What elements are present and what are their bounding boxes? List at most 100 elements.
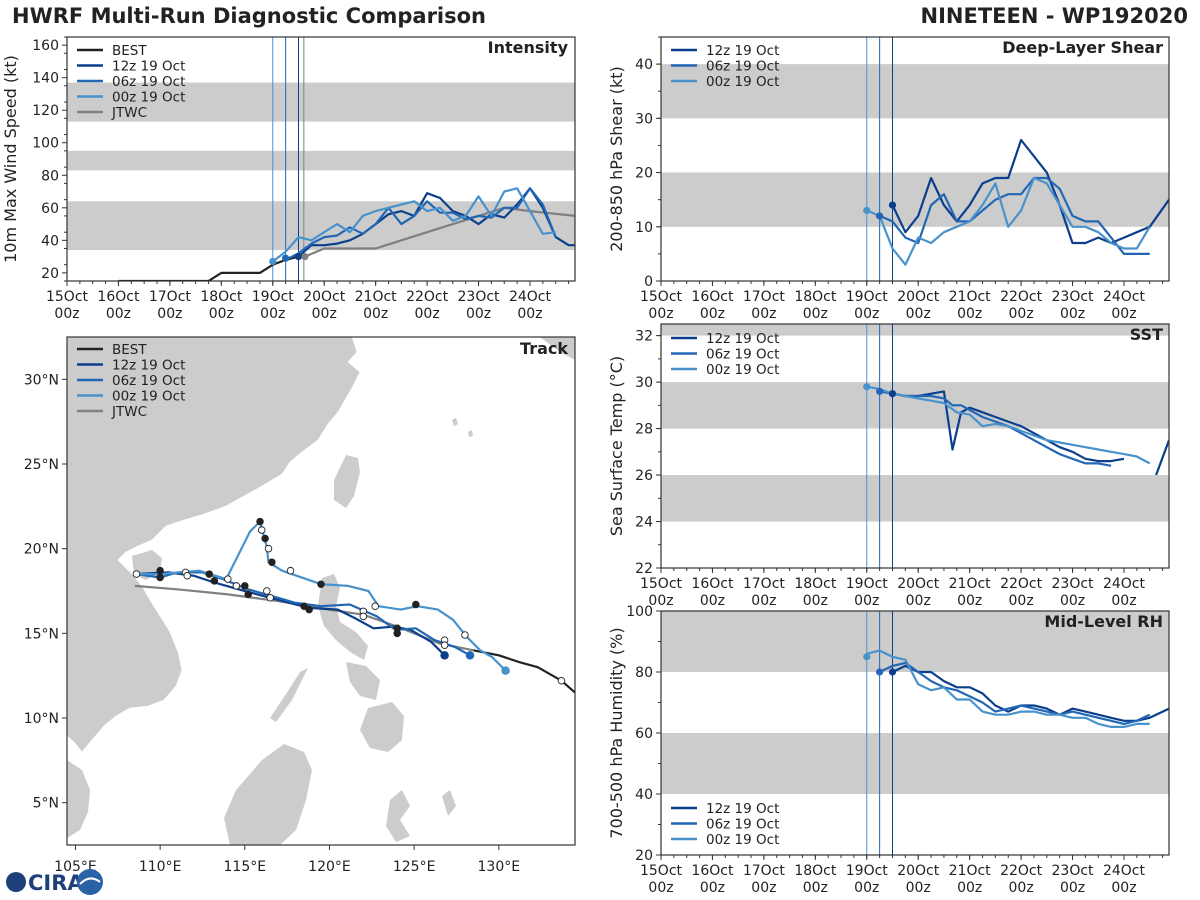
track-xtick-label-4: 125°E <box>393 859 436 875</box>
track-series-4 <box>136 520 507 672</box>
shear-legend-label-0: 12z 19 Oct <box>706 43 779 59</box>
rh-frame <box>660 610 1170 856</box>
track-point-33 <box>465 651 475 660</box>
track-point-16 <box>224 575 232 583</box>
sst-xtick-date-1: 16Oct <box>691 576 734 592</box>
figure-title-right: NINETEEN - WP192020 <box>920 4 1188 28</box>
rh-xtick-date-6: 21Oct <box>949 863 992 879</box>
land-masses <box>67 337 575 845</box>
shear-xtick-hour-2: 00z <box>751 306 776 322</box>
track-point-15 <box>210 577 219 585</box>
track-point-25 <box>359 612 368 621</box>
sst-ytick-label-28: 28 <box>635 422 653 438</box>
intensity-ytick-label-60: 60 <box>41 201 59 217</box>
intensity-ytick-label-120: 120 <box>32 103 59 119</box>
rh-panel: 2040608010015Oct00z16Oct00z17Oct00z18Oct… <box>607 604 1170 896</box>
logo-globe-left <box>6 872 26 892</box>
rh-xtick-date-3: 18Oct <box>794 863 837 879</box>
sst-init-lines <box>866 324 893 568</box>
sst-frame <box>660 323 1170 569</box>
sst-ytick-label-24: 24 <box>635 515 653 531</box>
sst-xtick-date-5: 20Oct <box>897 576 940 592</box>
land-palawan <box>270 668 308 722</box>
rh-series-0 <box>892 664 1169 722</box>
intensity-legend-label-1: 12z 19 Oct <box>112 59 185 75</box>
sst-series-1 <box>1155 439 1169 476</box>
intensity-marker-2 <box>294 253 303 261</box>
intensity-xtick-hour-8: 00z <box>466 306 491 322</box>
rh-series <box>863 649 1169 729</box>
rh-xtick-hour-1: 00z <box>700 880 725 896</box>
intensity-ytick-label-100: 100 <box>32 136 59 152</box>
intensity-ylabel: 10m Max Wind Speed (kt) <box>1 55 20 263</box>
shear-xtick-hour-0: 00z <box>648 306 673 322</box>
intensity-xtick-date-4: 19Oct <box>252 289 295 305</box>
track-points <box>132 517 566 685</box>
intensity-panel: 2040608010012014016015Oct00z16Oct00z17Oc… <box>1 36 576 322</box>
intensity-legend-label-2: 06z 19 Oct <box>112 74 185 90</box>
shear-legend-label-1: 06z 19 Oct <box>706 59 779 75</box>
intensity-xtick-hour-5: 00z <box>312 306 337 322</box>
sst-legend-label-1: 06z 19 Oct <box>706 347 779 363</box>
shear-panel: 01020304015Oct00z16Oct00z17Oct00z18Oct00… <box>607 36 1170 322</box>
shear-xtick-date-9: 24Oct <box>1103 289 1146 305</box>
track-point-14 <box>205 570 213 578</box>
sst-series-2 <box>879 390 1112 467</box>
rh-xtick-hour-8: 00z <box>1060 880 1085 896</box>
intensity-xtick-hour-7: 00z <box>415 306 440 322</box>
shear-xtick-hour-9: 00z <box>1111 306 1136 322</box>
shear-xtick-hour-6: 00z <box>957 306 982 322</box>
rh-xtick-date-2: 17Oct <box>743 863 786 879</box>
rh-series-1 <box>879 661 1151 726</box>
sst-xtick-date-2: 17Oct <box>743 576 786 592</box>
shear-xtick-date-1: 16Oct <box>691 289 734 305</box>
track-point-7 <box>371 602 379 610</box>
intensity-series <box>118 187 575 281</box>
sst-marker-0 <box>863 383 871 391</box>
intensity-xtick-date-8: 23Oct <box>458 289 501 305</box>
track-point-2 <box>261 534 269 543</box>
intensity-marker-0 <box>269 257 277 266</box>
logo-swirl <box>79 877 101 885</box>
shear-ytick-label-0: 0 <box>644 274 653 290</box>
track-point-29 <box>440 641 449 649</box>
track-legend-label-2: 06z 19 Oct <box>112 373 185 389</box>
intensity-xtick-hour-4: 00z <box>260 306 285 322</box>
track-point-3 <box>264 544 273 553</box>
land-luzon <box>318 574 368 660</box>
intensity-ytick-label-40: 40 <box>41 233 59 249</box>
rh-xtick-date-4: 19Oct <box>846 863 889 879</box>
rh-xtick-date-0: 15Oct <box>640 863 683 879</box>
intensity-legend-label-0: BEST <box>112 43 147 59</box>
rh-title: Mid-Level RH <box>1044 612 1163 631</box>
shear-xtick-date-6: 21Oct <box>949 289 992 305</box>
intensity-marker-1 <box>282 254 290 262</box>
rh-xtick-date-9: 24Oct <box>1103 863 1146 879</box>
sst-xtick-date-8: 23Oct <box>1052 576 1095 592</box>
intensity-series-1 <box>304 206 575 258</box>
sst-xtick-hour-3: 00z <box>803 593 828 609</box>
track-point-1 <box>257 526 266 534</box>
track-point-11 <box>156 573 164 582</box>
track-point-18 <box>241 582 249 590</box>
sst-marker-2 <box>888 390 897 398</box>
intensity-ytick-label-20: 20 <box>41 266 59 282</box>
intensity-legend-label-4: JTWC <box>111 105 147 121</box>
rh-xtick-hour-0: 00z <box>648 880 673 896</box>
land-visayas <box>346 662 380 700</box>
intensity-xtick-date-9: 24Oct <box>509 289 552 305</box>
track-xtick-label-3: 120°E <box>308 859 351 875</box>
land-mainland <box>67 337 361 753</box>
track-map-panel: 105°E 110°E 115°E 120°E 125°E 130°E5°N10°N15°… <box>24 336 576 875</box>
rh-ytick-label-60: 60 <box>635 726 653 742</box>
logo-globe-right <box>77 869 103 895</box>
figure-title-left: HWRF Multi-Run Diagnostic Comparison <box>12 4 487 28</box>
intensity-xtick-hour-6: 00z <box>363 306 388 322</box>
shear-xtick-date-0: 15Oct <box>640 289 683 305</box>
sst-xtick-hour-6: 00z <box>957 593 982 609</box>
track-frame <box>66 336 576 846</box>
rh-band-0 <box>661 733 1169 794</box>
land-taiwan <box>334 455 360 508</box>
